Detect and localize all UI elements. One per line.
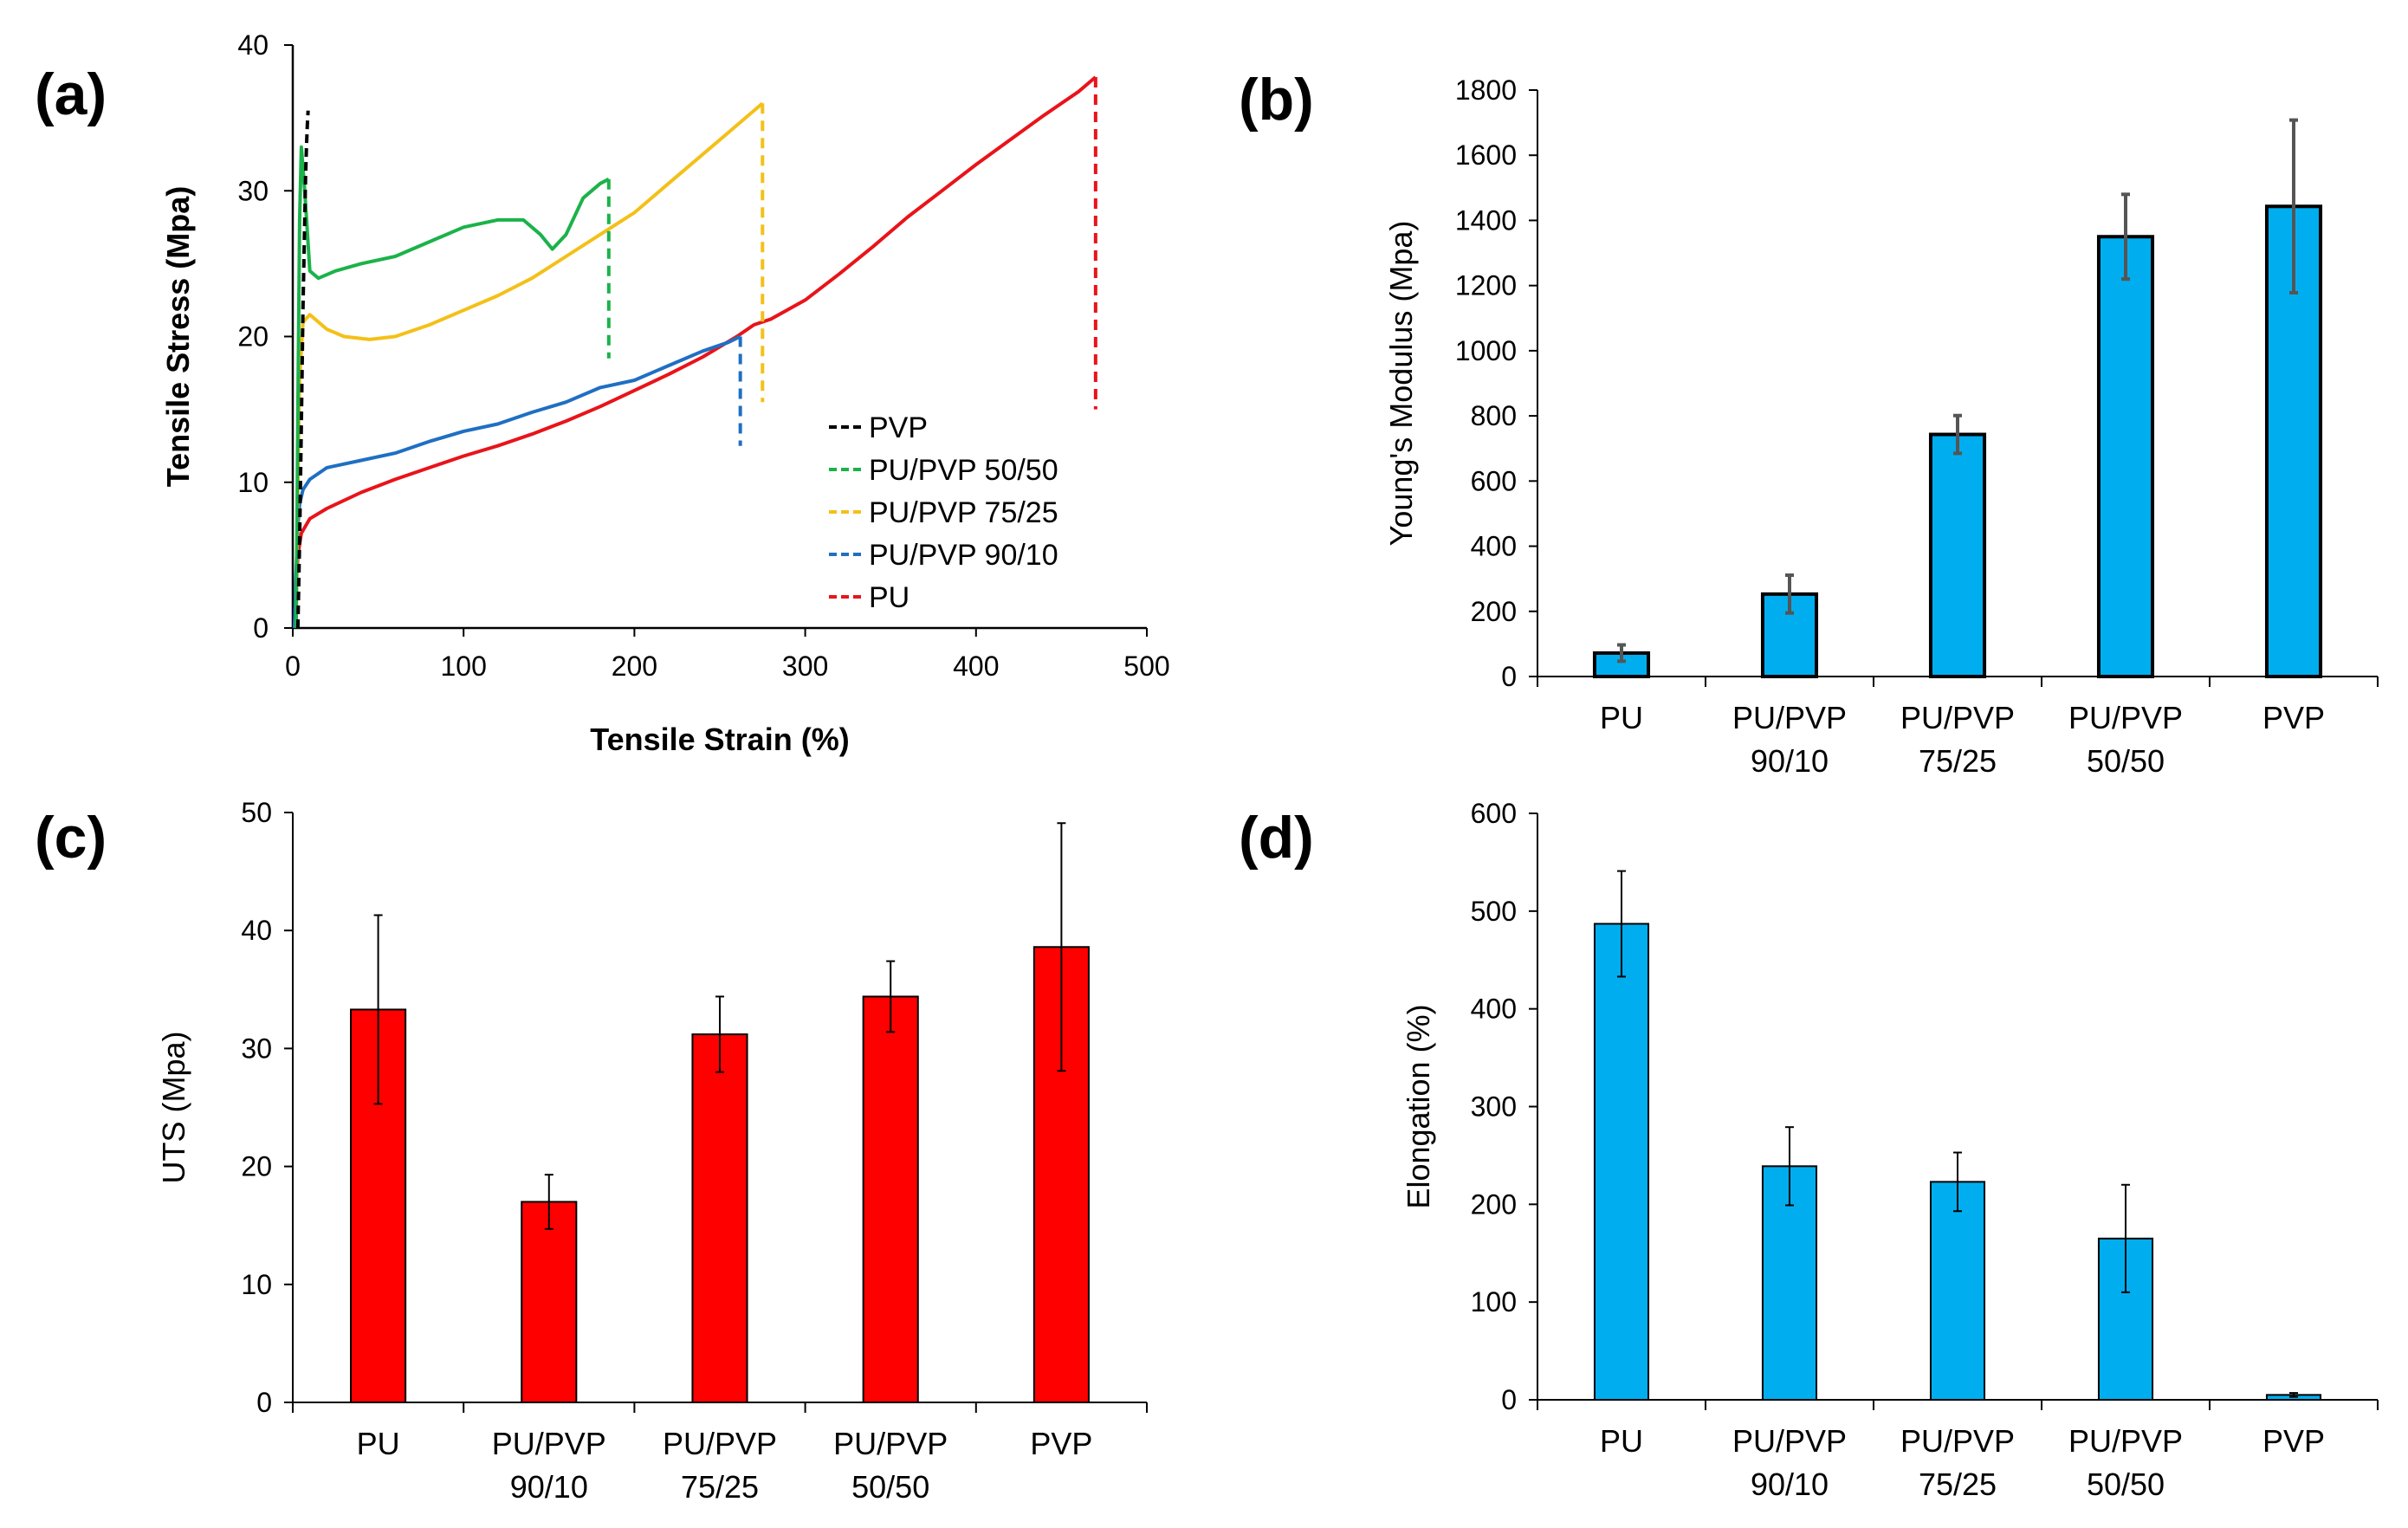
y-tick-label: 600 — [1471, 465, 1517, 496]
series-line-pu-pvp-75-25 — [294, 101, 764, 629]
category-label: PU/PVP — [663, 1426, 777, 1461]
y-tick-label: 1400 — [1455, 204, 1517, 236]
category-label: PU/PVP — [2068, 700, 2183, 735]
panel-b-youngs-modulus: (b) 0 200 400 600 800 1000 1200 1400 1600 1800 Youn… — [1239, 67, 2379, 779]
category-label: PVP — [2262, 1423, 2325, 1459]
y-tick-label: 40 — [237, 29, 269, 61]
y-tick-label: 300 — [1471, 1091, 1517, 1123]
x-tick-label: 500 — [1123, 651, 1169, 682]
panel-d-elongation: (d) 0 100 200 300 400 500 600 Elongation (%) PU PU… — [1239, 798, 2379, 1502]
y-tick-label: 0 — [256, 1387, 272, 1418]
bar — [1929, 1181, 1986, 1402]
category-label: PU/PVP — [2068, 1423, 2183, 1459]
series-line-pvp — [295, 110, 310, 629]
x-tick-label: 200 — [612, 651, 657, 682]
y-tick-label: 1600 — [1455, 139, 1517, 171]
x-tick-label: 400 — [953, 651, 999, 682]
bar — [691, 1033, 748, 1404]
category-label: 75/25 — [681, 1469, 759, 1505]
category-label: PU — [1600, 700, 1643, 735]
legend-label: PU/PVP 90/10 — [869, 539, 1058, 572]
x-tick-label: 0 — [285, 651, 301, 682]
y-tick-label: 200 — [1471, 596, 1517, 627]
x-tick-label: 300 — [782, 651, 828, 682]
series-line-pu-pvp-90-10 — [293, 334, 741, 629]
category-label: 75/25 — [1919, 743, 1997, 779]
category-label: PU/PVP — [492, 1426, 606, 1461]
y-tick-label: 10 — [237, 467, 269, 498]
y-tick-label: 40 — [241, 915, 272, 946]
category-label: PU/PVP — [833, 1426, 948, 1461]
panel-label-a: (a) — [35, 62, 107, 127]
panel-label-c: (c) — [35, 805, 107, 871]
category-label: PU — [1600, 1423, 1643, 1459]
x-axis-title: Tensile Strain (%) — [590, 722, 849, 757]
bar — [2096, 235, 2155, 678]
y-tick-label: 1200 — [1455, 270, 1517, 301]
y-tick-label: 0 — [1501, 661, 1517, 692]
category-label: 90/10 — [1751, 1466, 1829, 1502]
panel-c-uts: (c) 0 10 20 30 40 50 UTS (Mpa) PU PU/PVP 90/10 PU/P… — [35, 797, 1148, 1505]
category-label: 50/50 — [2087, 1466, 2165, 1502]
category-label: PU/PVP — [1900, 1423, 2015, 1459]
y-tick-label: 30 — [237, 175, 269, 206]
category-label: PVP — [2262, 700, 2325, 735]
y-tick-label: 50 — [241, 797, 272, 828]
x-tick-label: 100 — [441, 651, 487, 682]
category-label: 75/25 — [1919, 1466, 1997, 1502]
y-tick-label: 800 — [1471, 400, 1517, 431]
legend-label: PU/PVP 75/25 — [869, 496, 1058, 529]
legend: PVP PU/PVP 50/50 PU/PVP 75/25 PU/PVP 90/10 P… — [829, 411, 1058, 614]
y-axis-title: Young's Modulus (Mpa) — [1383, 221, 1419, 547]
bar — [862, 995, 919, 1404]
y-tick-label: 10 — [241, 1269, 272, 1300]
y-tick-label: 20 — [237, 321, 269, 353]
y-axis-title: Tensile Stress (Mpa) — [160, 186, 196, 487]
bar — [521, 1201, 578, 1403]
category-label: PU — [357, 1426, 400, 1461]
y-tick-label: 0 — [253, 612, 269, 644]
category-label: PVP — [1030, 1426, 1092, 1461]
y-tick-label: 20 — [241, 1151, 272, 1182]
category-label: PU/PVP — [1900, 700, 2015, 735]
y-tick-label: 100 — [1471, 1286, 1517, 1318]
y-tick-label: 200 — [1471, 1188, 1517, 1220]
panel-label-b: (b) — [1239, 67, 1314, 133]
y-tick-label: 400 — [1471, 531, 1517, 562]
category-label: PU/PVP — [1732, 700, 1847, 735]
y-tick-label: 400 — [1471, 994, 1517, 1025]
y-tick-label: 0 — [1501, 1384, 1517, 1415]
series-line-pu-pvp-50-50 — [294, 145, 610, 629]
bar — [1928, 432, 1987, 678]
category-label: 90/10 — [510, 1469, 588, 1505]
y-tick-label: 600 — [1471, 798, 1517, 829]
legend-label: PVP — [869, 411, 928, 444]
panel-label-d: (d) — [1239, 805, 1314, 871]
category-label: 50/50 — [2087, 743, 2165, 779]
y-tick-label: 500 — [1471, 896, 1517, 927]
y-axis-title: UTS (Mpa) — [156, 1031, 191, 1183]
y-tick-label: 1800 — [1455, 74, 1517, 106]
series-line-pu — [293, 75, 1097, 629]
y-axis-title: Elongation (%) — [1401, 1004, 1436, 1208]
category-label: 90/10 — [1751, 743, 1829, 779]
y-tick-label: 1000 — [1455, 335, 1517, 366]
legend-label: PU — [869, 581, 909, 614]
legend-label: PU/PVP 50/50 — [869, 454, 1058, 487]
bar — [1593, 923, 1650, 1402]
category-label: 50/50 — [851, 1469, 929, 1505]
y-tick-label: 30 — [241, 1033, 272, 1064]
category-label: PU/PVP — [1732, 1423, 1847, 1459]
